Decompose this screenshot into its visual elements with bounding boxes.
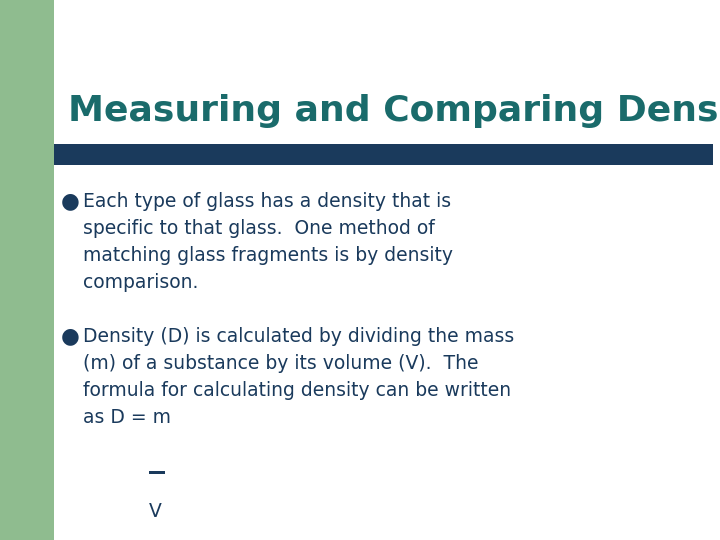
Text: V: V [149, 502, 162, 521]
Text: Density (D) is calculated by dividing the mass
(m) of a substance by its volume : Density (D) is calculated by dividing th… [83, 327, 514, 428]
Bar [216, 0, 720, 162]
Bar [54, 144, 713, 165]
Bar [0, 0, 54, 540]
Text: Measuring and Comparing Density: Measuring and Comparing Density [68, 94, 720, 127]
Text: ●: ● [61, 327, 80, 347]
Circle shape [169, 127, 263, 197]
Text: Each type of glass has a density that is
specific to that glass.  One method of
: Each type of glass has a density that is… [83, 192, 453, 293]
Bar [149, 471, 165, 474]
Bar [0, 0, 216, 162]
Bar [54, 0, 720, 162]
Text: ●: ● [61, 192, 80, 212]
